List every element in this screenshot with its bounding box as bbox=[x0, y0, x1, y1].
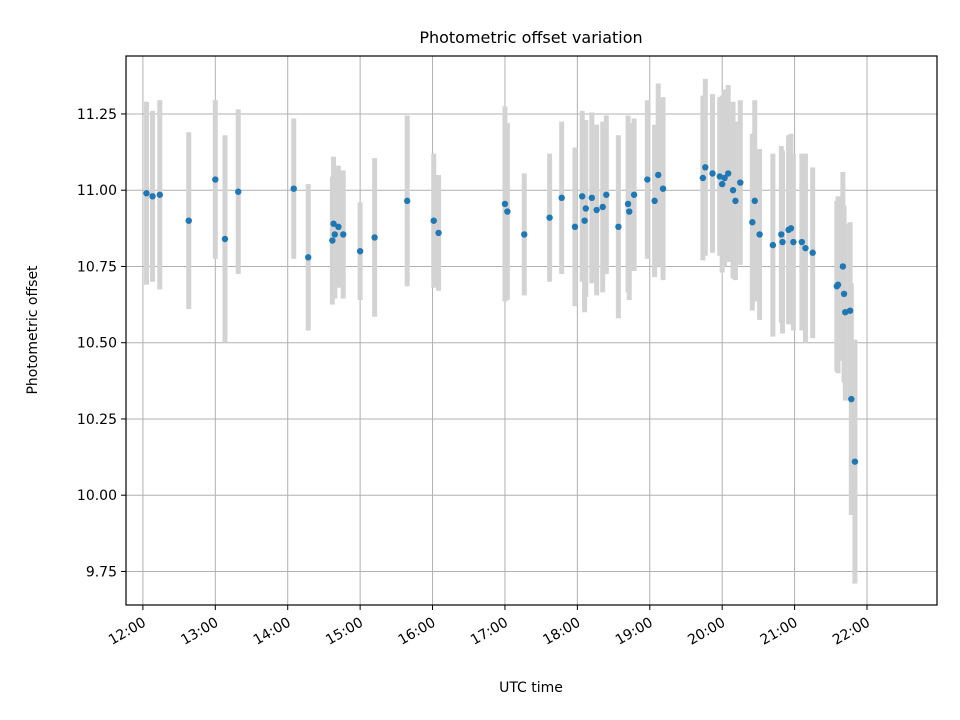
data-point bbox=[848, 395, 855, 403]
data-point bbox=[212, 176, 219, 183]
data-point bbox=[756, 231, 763, 238]
data-point bbox=[149, 193, 156, 200]
y-tick-label: 10.00 bbox=[77, 488, 117, 504]
data-point bbox=[749, 219, 756, 226]
plot-area-background bbox=[126, 56, 937, 605]
data-point bbox=[751, 197, 758, 205]
data-point bbox=[578, 193, 586, 200]
data-point bbox=[769, 241, 777, 249]
data-point bbox=[702, 164, 709, 171]
x-axis-label: UTC time bbox=[499, 680, 563, 696]
data-point bbox=[501, 200, 509, 208]
data-point bbox=[839, 263, 847, 270]
data-point bbox=[802, 244, 809, 252]
data-point bbox=[655, 171, 662, 179]
y-axis-ticks: 9.75 10.00 10.25 10.50 10.75 11.00 11.25 bbox=[77, 107, 126, 580]
data-point bbox=[718, 180, 726, 188]
data-point bbox=[235, 188, 242, 195]
data-point bbox=[615, 223, 622, 230]
data-point bbox=[156, 191, 163, 198]
data-point bbox=[435, 229, 442, 237]
data-point bbox=[588, 194, 596, 202]
data-point bbox=[790, 238, 797, 246]
chart-title: Photometric offset variation bbox=[419, 28, 642, 47]
data-point bbox=[305, 254, 312, 261]
axes-frame bbox=[125, 55, 938, 606]
data-point bbox=[851, 458, 859, 465]
y-axis-label: Photometric offset bbox=[25, 265, 41, 395]
data-point bbox=[716, 173, 723, 180]
y-tick-label: 10.75 bbox=[77, 259, 117, 275]
data-point bbox=[356, 248, 364, 255]
y-tick-label: 10.50 bbox=[77, 336, 117, 352]
data-point bbox=[626, 208, 633, 215]
data-point bbox=[603, 191, 610, 198]
data-point bbox=[709, 170, 716, 177]
data-point bbox=[330, 220, 337, 227]
data-point bbox=[558, 194, 565, 202]
data-point bbox=[403, 197, 411, 205]
data-point bbox=[331, 231, 338, 238]
data-point bbox=[624, 200, 632, 208]
data-point bbox=[340, 231, 347, 238]
data-point bbox=[779, 238, 786, 246]
data-point bbox=[644, 176, 651, 183]
data-point bbox=[846, 307, 854, 314]
data-point bbox=[651, 197, 658, 205]
data-point bbox=[699, 174, 707, 182]
y-tick-label: 11.00 bbox=[77, 183, 117, 199]
data-point bbox=[221, 235, 229, 243]
data-point bbox=[582, 205, 590, 212]
data-point bbox=[371, 234, 378, 241]
data-point bbox=[809, 249, 816, 256]
data-point bbox=[732, 197, 739, 205]
data-point bbox=[840, 290, 848, 298]
data-point bbox=[430, 217, 437, 224]
data-point bbox=[599, 203, 606, 211]
data-point bbox=[778, 231, 785, 238]
data-point bbox=[593, 206, 600, 214]
data-point bbox=[546, 214, 553, 221]
data-point bbox=[335, 223, 342, 230]
data-point bbox=[721, 174, 728, 182]
data-point bbox=[185, 217, 192, 224]
data-point bbox=[659, 185, 667, 192]
data-point bbox=[725, 170, 732, 177]
data-point bbox=[143, 190, 150, 197]
y-tick-label: 9.75 bbox=[86, 564, 117, 580]
data-point bbox=[729, 187, 737, 194]
data-point bbox=[834, 281, 842, 288]
data-point bbox=[504, 208, 511, 215]
y-tick-label: 10.25 bbox=[77, 412, 117, 428]
y-tick-label: 11.25 bbox=[77, 107, 117, 123]
data-point bbox=[630, 191, 638, 198]
data-point bbox=[329, 237, 336, 244]
data-point bbox=[581, 217, 588, 224]
data-point bbox=[737, 179, 744, 186]
data-point bbox=[521, 231, 528, 238]
data-point bbox=[787, 225, 795, 232]
data-points bbox=[143, 164, 859, 465]
data-point bbox=[290, 185, 297, 192]
data-point bbox=[798, 238, 806, 246]
data-point bbox=[571, 223, 579, 230]
data-point bbox=[842, 309, 849, 316]
